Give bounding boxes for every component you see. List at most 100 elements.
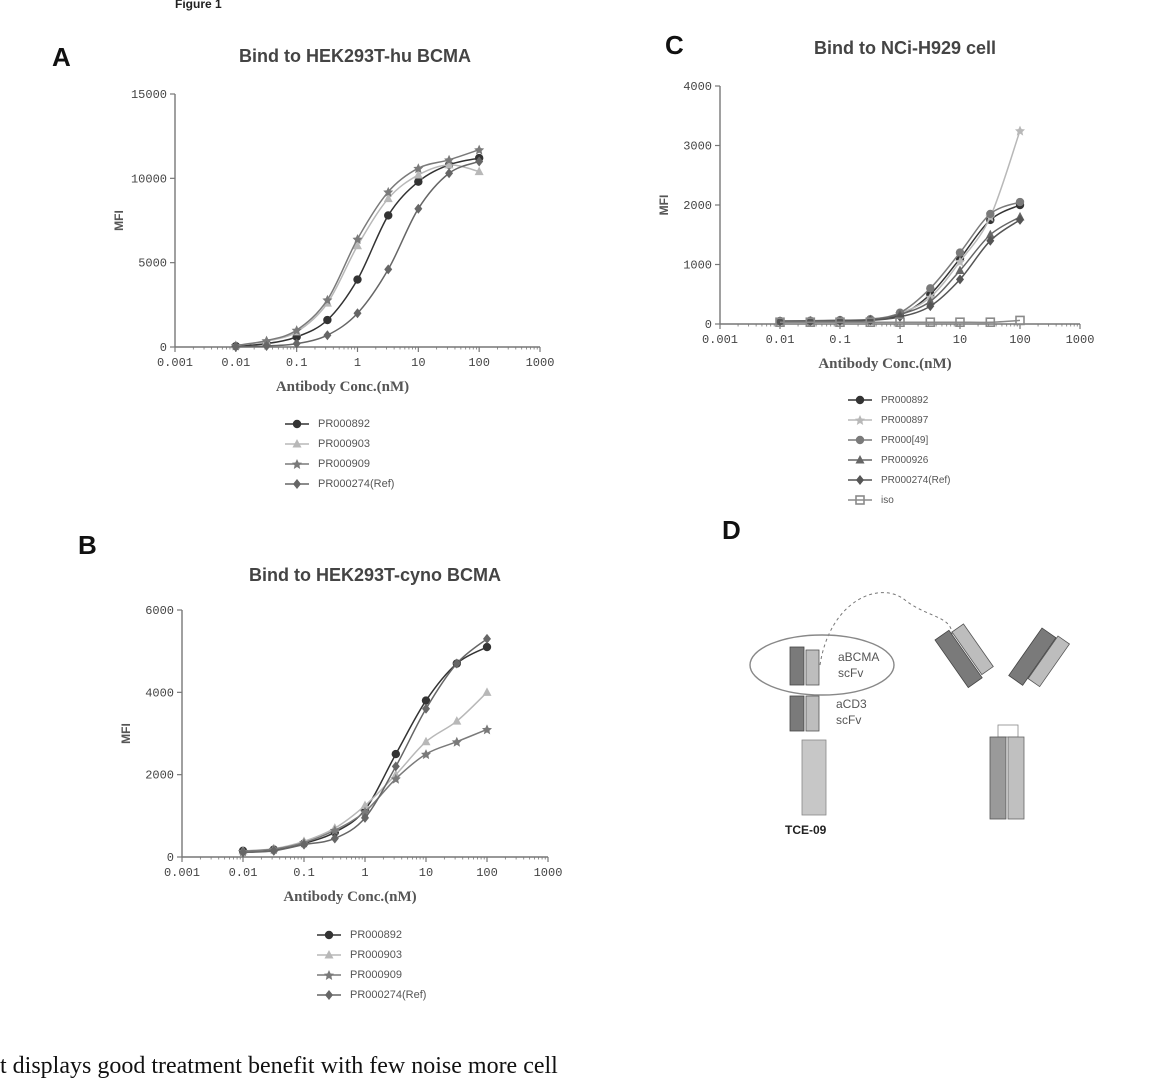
legend-swatch-marker (855, 395, 865, 405)
data-point (474, 166, 484, 176)
data-point (384, 264, 393, 275)
data-point (955, 248, 965, 257)
data-point (262, 340, 271, 351)
bcma-scfv-ellipse (749, 634, 895, 696)
data-point (421, 749, 431, 760)
panel-letter-c: C (665, 30, 684, 60)
data-point (414, 203, 423, 214)
x-tick-label: 10 (419, 866, 433, 880)
y-axis-label: MFI (119, 723, 133, 744)
data-point (352, 234, 363, 245)
y-tick-label: 5000 (138, 257, 167, 271)
panel-letter-a: A (52, 42, 71, 72)
panel-b-title: Bind to HEK293T-cyno BCMA (248, 565, 502, 585)
data-point (444, 154, 455, 165)
y-tick-label: 0 (160, 341, 167, 355)
legend-label: PR000909 (350, 969, 402, 981)
x-tick-label: 1 (354, 356, 361, 370)
legend-label: PR000274(Ref) (318, 478, 395, 490)
legend-swatch-icon (285, 459, 309, 469)
antibody-fc-right (1007, 736, 1025, 820)
x-axis-label: Antibody Conc.(nM) (818, 356, 951, 372)
data-point (835, 317, 845, 328)
panel-a-title: Bind to HEK293T-hu BCMA (239, 46, 471, 66)
data-point (955, 317, 965, 328)
x-tick-label: 10 (411, 356, 425, 370)
data-point (231, 341, 240, 352)
figure-label: Figure 1 (175, 0, 222, 11)
series-4 (231, 156, 484, 352)
x-tick-label: 1000 (534, 866, 563, 880)
legend-swatch-marker (855, 435, 865, 445)
data-point (475, 156, 484, 167)
legend-entry: PR000274(Ref) (284, 474, 394, 494)
legend-swatch-icon (317, 930, 341, 940)
legend-entry: PR000903 (316, 945, 426, 965)
y-tick-label: 10000 (131, 172, 167, 186)
data-point (775, 317, 785, 328)
data-point (985, 229, 995, 239)
label-abcma-scfv: scFv (838, 666, 863, 680)
legend-entry: PR000892 (316, 925, 426, 945)
legend-swatch-marker (855, 455, 865, 464)
legend-swatch-marker (324, 950, 334, 959)
legend-swatch-marker (292, 439, 302, 448)
series-4 (239, 633, 491, 858)
data-point (353, 308, 362, 319)
data-point (414, 177, 423, 186)
legend-entry: PR000892 (284, 414, 394, 434)
series-6 (775, 315, 1025, 328)
y-tick-label: 0 (705, 318, 712, 332)
legend-entry: PR000274(Ref) (847, 470, 950, 490)
panel-letter-d: D (722, 515, 741, 545)
x-tick-label: 1000 (526, 356, 555, 370)
data-point (956, 274, 964, 285)
data-point (474, 144, 485, 155)
data-point (291, 325, 302, 336)
data-point (985, 317, 996, 328)
data-point (1015, 197, 1025, 207)
data-point (482, 724, 492, 735)
cd3-vl-domain (805, 695, 820, 732)
x-tick-label: 0.1 (293, 866, 315, 880)
antibody-shape (934, 623, 1071, 820)
legend-swatch-icon (285, 439, 309, 448)
panel-a-legend: PR000892 PR000903 PR000909 PR000274(Ref) (284, 414, 394, 494)
y-tick-label: 3000 (683, 140, 712, 154)
caption-text: t displays good treatment benefit with f… (0, 1053, 558, 1079)
data-point (383, 186, 394, 197)
legend-entry: PR000926 (847, 450, 950, 470)
legend-label: PR000892 (881, 394, 929, 406)
legend-swatch-icon (848, 495, 872, 505)
legend-swatch-marker (292, 459, 302, 469)
data-point (383, 193, 393, 203)
label-acd3-scfv: scFv (836, 713, 861, 727)
y-axis-label: MFI (657, 195, 671, 216)
legend-label: PR000274(Ref) (350, 989, 427, 1001)
y-tick-label: 15000 (131, 88, 167, 102)
x-axis-label: Antibody Conc.(nM) (283, 889, 416, 905)
y-tick-label: 4000 (683, 80, 712, 94)
data-point (384, 211, 393, 220)
label-construct-name: TCE-09 (785, 823, 827, 837)
legend-swatch-icon (848, 395, 872, 405)
data-point (322, 294, 333, 305)
legend-swatch-icon (317, 990, 341, 1000)
x-tick-label: 10 (953, 333, 967, 347)
x-tick-label: 0.001 (164, 866, 200, 880)
legend-swatch-marker (324, 970, 334, 980)
left-fc-domain (801, 739, 827, 816)
data-point (986, 235, 995, 246)
data-point (323, 330, 332, 341)
legend-swatch-icon (317, 950, 341, 959)
data-point (926, 301, 935, 312)
y-tick-label: 1000 (683, 259, 712, 273)
x-tick-label: 0.1 (829, 333, 851, 347)
data-point (926, 284, 935, 293)
data-point (323, 315, 332, 325)
x-tick-label: 0.01 (229, 866, 258, 880)
data-point (329, 825, 340, 836)
legend-swatch-icon (285, 479, 309, 489)
data-point (896, 311, 904, 322)
